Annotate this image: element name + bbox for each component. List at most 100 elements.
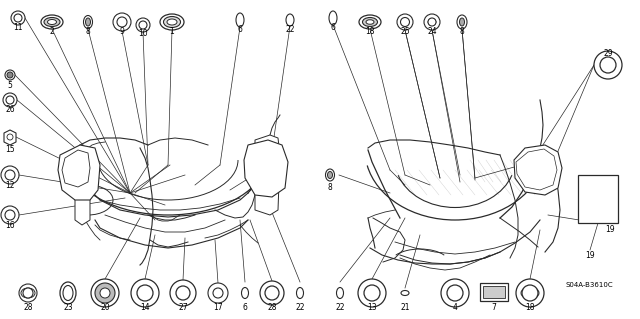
FancyBboxPatch shape [483, 286, 505, 298]
Text: 22: 22 [295, 303, 305, 313]
Ellipse shape [460, 18, 465, 26]
Circle shape [522, 285, 538, 301]
Text: 22: 22 [285, 26, 295, 34]
Circle shape [19, 284, 37, 302]
Text: 6: 6 [237, 26, 243, 34]
Text: 27: 27 [178, 303, 188, 313]
Text: 18: 18 [365, 27, 375, 36]
Circle shape [401, 18, 410, 26]
Circle shape [441, 279, 469, 307]
Text: 18: 18 [525, 303, 535, 313]
Circle shape [23, 288, 33, 298]
Ellipse shape [328, 172, 333, 179]
Ellipse shape [359, 15, 381, 29]
Text: 13: 13 [367, 303, 377, 313]
Text: 24: 24 [427, 27, 437, 36]
Text: 20: 20 [100, 303, 110, 313]
FancyBboxPatch shape [480, 283, 508, 301]
Text: 21: 21 [400, 303, 410, 313]
Circle shape [7, 72, 13, 78]
Ellipse shape [326, 169, 335, 181]
Text: 14: 14 [140, 303, 150, 313]
Text: 4: 4 [452, 303, 458, 313]
Text: S04A-B3610C: S04A-B3610C [565, 282, 612, 288]
Text: 8: 8 [86, 27, 90, 36]
Ellipse shape [366, 20, 374, 24]
FancyBboxPatch shape [578, 175, 618, 223]
Ellipse shape [86, 18, 90, 26]
Polygon shape [58, 145, 100, 200]
Circle shape [428, 18, 436, 26]
Ellipse shape [362, 18, 378, 26]
Circle shape [179, 289, 187, 297]
Circle shape [1, 206, 19, 224]
Circle shape [1, 166, 19, 184]
Text: 17: 17 [213, 303, 223, 313]
Circle shape [215, 290, 221, 296]
Circle shape [5, 70, 15, 80]
Text: 19: 19 [585, 250, 595, 259]
Circle shape [139, 21, 147, 29]
Text: 28: 28 [23, 303, 33, 313]
Polygon shape [516, 149, 557, 190]
Circle shape [208, 283, 228, 303]
Text: 29: 29 [603, 48, 613, 57]
Ellipse shape [83, 16, 93, 28]
Text: 7: 7 [492, 303, 497, 313]
Circle shape [213, 288, 223, 298]
Text: 28: 28 [268, 303, 276, 313]
Text: 12: 12 [5, 182, 15, 190]
Circle shape [6, 96, 14, 104]
Text: 5: 5 [8, 80, 12, 90]
Circle shape [11, 11, 25, 25]
Circle shape [113, 13, 131, 31]
Text: 8: 8 [328, 183, 332, 192]
Text: 16: 16 [5, 221, 15, 231]
Circle shape [137, 285, 153, 301]
Circle shape [14, 14, 22, 22]
Ellipse shape [44, 18, 60, 26]
Circle shape [516, 279, 544, 307]
Circle shape [100, 288, 110, 298]
Text: 6: 6 [331, 24, 335, 33]
Circle shape [131, 279, 159, 307]
Text: 2: 2 [50, 27, 54, 36]
Circle shape [95, 283, 115, 303]
Polygon shape [514, 145, 562, 195]
Text: 19: 19 [605, 226, 615, 234]
Circle shape [424, 14, 440, 30]
Circle shape [358, 279, 386, 307]
Text: 1: 1 [170, 27, 174, 36]
Circle shape [5, 210, 15, 220]
Text: 15: 15 [5, 145, 15, 154]
Polygon shape [244, 140, 288, 197]
Circle shape [600, 57, 616, 73]
Circle shape [117, 17, 127, 27]
Ellipse shape [41, 15, 63, 29]
Circle shape [367, 288, 377, 298]
Circle shape [5, 170, 15, 180]
Circle shape [91, 279, 119, 307]
Text: 22: 22 [335, 303, 345, 313]
Ellipse shape [163, 17, 180, 27]
Text: 9: 9 [120, 27, 124, 36]
Circle shape [594, 51, 622, 79]
Ellipse shape [160, 14, 184, 30]
Polygon shape [255, 135, 280, 215]
Circle shape [397, 14, 413, 30]
Circle shape [364, 285, 380, 301]
Polygon shape [75, 152, 90, 225]
Ellipse shape [167, 19, 177, 25]
Circle shape [260, 281, 284, 305]
Polygon shape [4, 130, 16, 145]
Text: 8: 8 [460, 27, 465, 36]
Circle shape [3, 93, 17, 107]
Circle shape [170, 280, 196, 306]
Circle shape [136, 18, 150, 32]
Text: 25: 25 [400, 27, 410, 36]
Circle shape [265, 286, 279, 300]
Text: 11: 11 [13, 24, 23, 33]
Ellipse shape [60, 282, 76, 304]
Text: 23: 23 [63, 303, 73, 313]
Ellipse shape [47, 19, 56, 25]
